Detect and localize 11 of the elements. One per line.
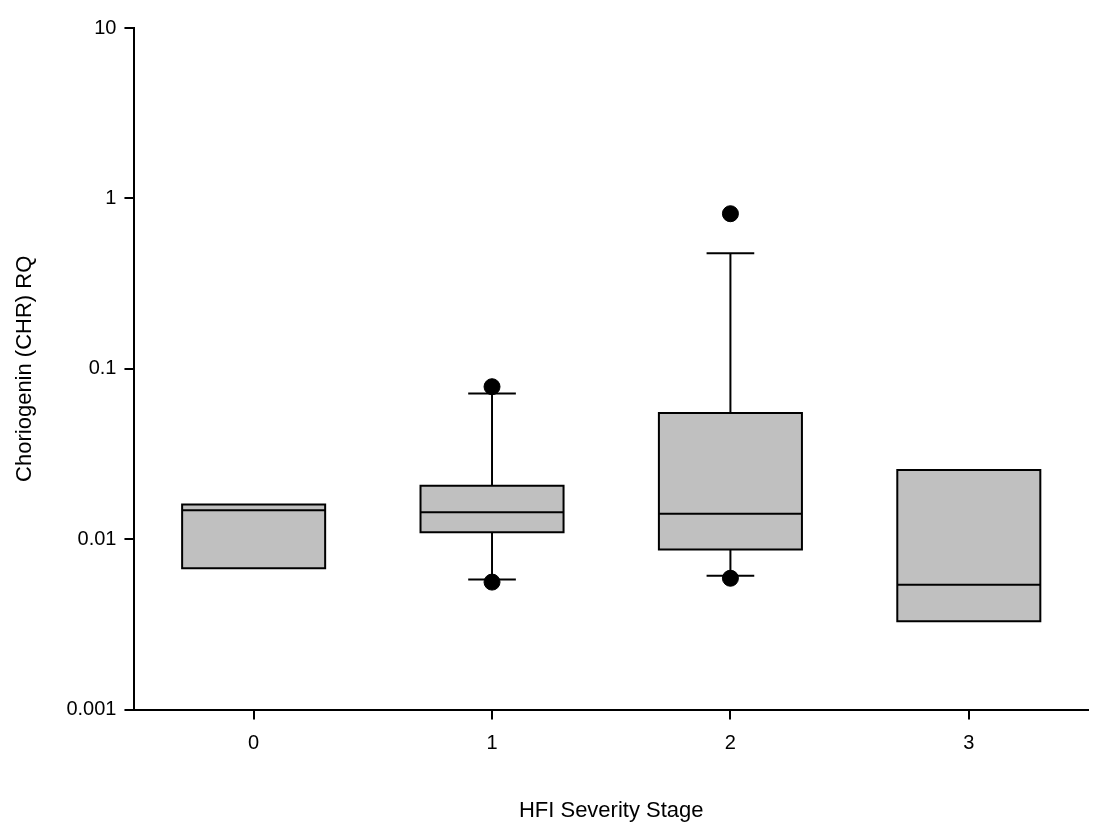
y-tick-label: 0.01 [77, 526, 117, 549]
y-tick-label: 0.001 [66, 697, 117, 720]
y-tick-label: 10 [94, 15, 117, 38]
x-axis-title: HFI Severity Stage [518, 796, 704, 822]
x-tick-label: 0 [248, 731, 260, 754]
y-tick-label: 1 [105, 185, 117, 208]
x-tick-label: 2 [724, 731, 736, 754]
y-axis-title: Choriogenin (CHR) RQ [11, 255, 37, 482]
y-tick-label: 0.1 [88, 356, 117, 379]
x-tick-label: 3 [963, 731, 975, 754]
x-tick-label: 1 [486, 731, 498, 754]
